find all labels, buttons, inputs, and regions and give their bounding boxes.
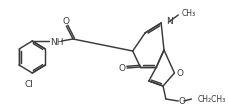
- Text: Cl: Cl: [25, 80, 34, 89]
- Text: CH₃: CH₃: [181, 10, 195, 19]
- Text: O: O: [63, 17, 70, 26]
- Text: O: O: [176, 68, 183, 77]
- Text: N: N: [165, 18, 172, 27]
- Text: CH₂CH₃: CH₂CH₃: [197, 94, 225, 103]
- Text: O: O: [178, 96, 185, 105]
- Text: O: O: [118, 63, 125, 72]
- Text: NH: NH: [50, 38, 63, 47]
